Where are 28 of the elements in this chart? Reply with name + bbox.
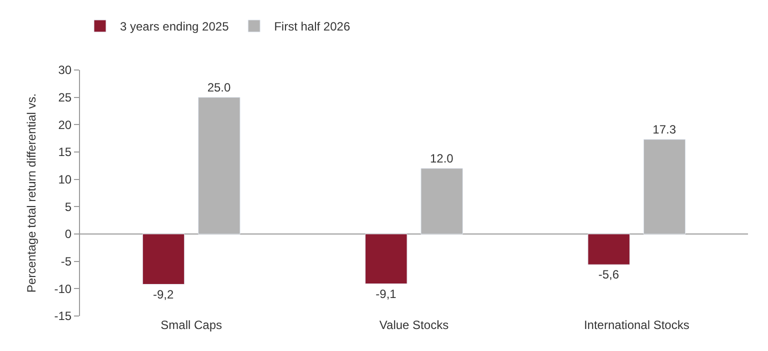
data-label: 17.3 (652, 122, 676, 136)
y-tick-label: 0 (64, 227, 72, 242)
bar (365, 234, 408, 284)
y-axis-title: Percentage total return differential vs. (24, 93, 39, 293)
data-label: 25.0 (207, 80, 232, 94)
y-tick-label: 30 (58, 63, 72, 78)
x-tick-label: Small Caps (160, 318, 222, 332)
data-label: 12.0 (430, 151, 454, 166)
legend-label: 3 years ending 2025 (120, 20, 230, 34)
y-tick-label: -15 (54, 309, 72, 324)
legend-label: First half 2026 (274, 20, 350, 34)
x-tick-label: Value Stocks (379, 318, 449, 332)
bar (420, 168, 463, 234)
data-label: -5,6 (598, 268, 620, 282)
y-tick-label: 10 (58, 172, 72, 187)
y-tick-label: -5 (60, 254, 72, 269)
y-tick-label: -10 (54, 282, 72, 296)
data-label: -9,1 (376, 286, 397, 301)
y-tick-label: 20 (58, 118, 72, 132)
bar (643, 139, 686, 234)
bar (588, 234, 630, 265)
bar (198, 97, 240, 234)
x-tick-label: International Stocks (584, 318, 690, 332)
y-tick-label: 5 (64, 200, 72, 214)
data-label: -9,2 (153, 287, 174, 302)
bar (142, 234, 185, 285)
y-tick-label: 15 (58, 145, 72, 160)
y-tick-label: 25 (58, 90, 72, 105)
